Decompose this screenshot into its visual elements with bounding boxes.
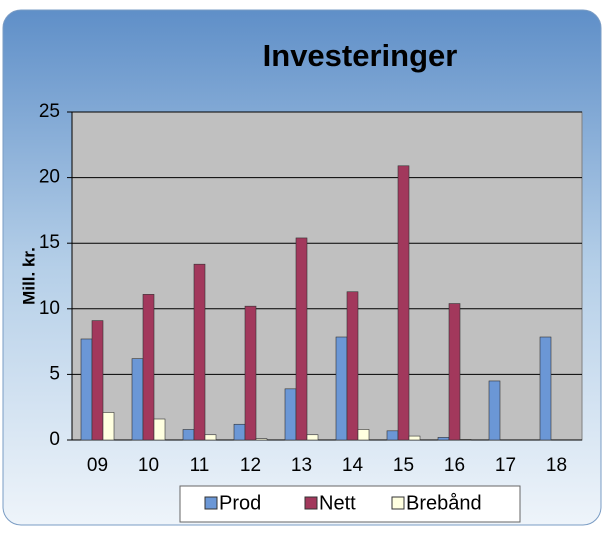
bar <box>284 388 297 441</box>
bar <box>102 412 115 441</box>
x-tick-label: 16 <box>444 455 465 476</box>
bar <box>437 437 450 441</box>
bar <box>408 435 421 441</box>
bar <box>539 336 552 441</box>
y-axis-label: Mill. kr. <box>19 247 38 305</box>
bar <box>306 434 319 441</box>
bar <box>91 320 104 441</box>
x-tick-label: 14 <box>342 455 364 476</box>
bar <box>295 237 308 441</box>
legend-swatch <box>204 496 218 510</box>
y-tick-label: 15 <box>39 232 60 253</box>
bar <box>448 303 461 441</box>
bar <box>204 434 217 441</box>
bar <box>357 429 370 441</box>
bar <box>153 418 166 441</box>
bar <box>131 358 144 441</box>
x-tick-label: 18 <box>546 455 567 476</box>
bar <box>142 294 155 441</box>
x-tick-label: 12 <box>240 455 261 476</box>
bar <box>488 380 501 441</box>
bar <box>233 423 246 441</box>
chart-title: Investeringer <box>263 38 458 73</box>
x-tick-label: 13 <box>291 455 312 476</box>
y-tick-label: 25 <box>39 101 60 122</box>
x-tick-label: 15 <box>393 455 414 476</box>
bar <box>459 439 472 441</box>
bar <box>346 291 359 441</box>
bar <box>335 336 348 441</box>
bar <box>397 165 410 441</box>
bar <box>182 429 195 441</box>
legend-label: Brebånd <box>406 492 482 514</box>
x-tick-label: 11 <box>190 455 210 476</box>
x-tick-label: 17 <box>495 455 516 476</box>
x-tick-label: 10 <box>138 455 159 476</box>
bar <box>386 430 399 441</box>
legend-label: Nett <box>319 492 356 514</box>
bar <box>255 438 268 441</box>
legend-box <box>179 485 521 523</box>
bar <box>80 338 93 441</box>
legend-swatch <box>391 496 405 510</box>
y-tick-label: 0 <box>49 429 60 450</box>
y-tick-label: 10 <box>39 298 60 319</box>
bar <box>193 263 206 441</box>
x-tick-label: 09 <box>87 455 108 476</box>
y-tick-label: 5 <box>49 363 60 384</box>
y-tick-label: 20 <box>39 167 60 188</box>
legend-label: Prod <box>219 492 261 514</box>
legend-swatch <box>304 496 318 510</box>
bar <box>244 305 257 441</box>
